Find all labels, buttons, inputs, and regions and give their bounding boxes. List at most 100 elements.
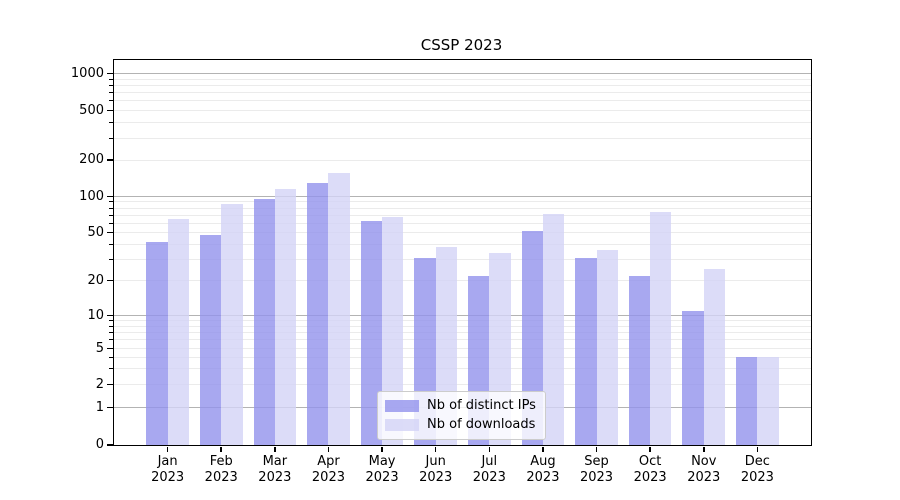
minor-gridline	[114, 258, 811, 260]
minor-gridline	[114, 320, 811, 322]
y-minor-tick-mark	[108, 100, 113, 102]
minor-gridline	[114, 384, 811, 385]
y-tick-mark	[106, 109, 113, 112]
x-tick-mark	[702, 446, 705, 452]
bar-distinct-ips-jan	[146, 241, 168, 445]
bar-distinct-ips-sep	[575, 257, 597, 445]
y-tick-mark	[106, 444, 113, 446]
bar-distinct-ips-mar	[253, 198, 275, 445]
y-minor-tick-mark	[108, 258, 113, 260]
bar-distinct-ips-may	[360, 220, 383, 445]
y-minor-tick-mark	[108, 122, 113, 124]
y-tick-label: 50	[87, 224, 104, 240]
y-tick-label: 10	[87, 307, 104, 323]
major-gridline	[114, 73, 811, 74]
minor-gridline	[114, 348, 811, 349]
minor-gridline	[114, 207, 811, 209]
y-tick-mark	[106, 406, 113, 409]
x-tick-mark	[542, 446, 544, 452]
x-tick-label: Oct 2023	[633, 454, 667, 485]
minor-gridline	[114, 201, 811, 203]
x-tick-mark	[756, 446, 759, 452]
y-minor-tick-mark	[108, 78, 113, 80]
y-tick-label: 2	[95, 376, 104, 392]
x-tick-mark	[434, 446, 437, 452]
legend-label-downloads: Nb of downloads	[427, 417, 536, 432]
bar-downloads-oct	[650, 212, 672, 445]
minor-gridline	[114, 122, 811, 124]
bar-layer	[114, 60, 811, 445]
x-tick-mark	[488, 446, 491, 452]
y-minor-tick-mark	[108, 92, 113, 94]
bar-downloads-apr	[328, 173, 350, 445]
bar-downloads-dec	[757, 357, 779, 445]
legend-swatch-distinct-ips	[385, 400, 419, 412]
x-tick-mark	[649, 446, 651, 452]
legend-swatch-downloads	[385, 419, 419, 431]
major-gridline	[114, 196, 811, 197]
minor-gridline	[114, 325, 811, 327]
minor-gridline	[114, 356, 811, 358]
y-tick-mark	[106, 159, 113, 161]
minor-gridline	[114, 100, 811, 102]
y-minor-tick-mark	[108, 368, 113, 370]
legend: Nb of distinct IPs Nb of downloads	[377, 391, 546, 440]
y-minor-tick-mark	[108, 331, 113, 333]
x-tick-mark	[381, 446, 383, 452]
x-tick-label: Apr 2023	[311, 454, 345, 485]
bar-downloads-feb	[221, 204, 243, 445]
y-tick-mark	[106, 72, 113, 75]
bar-downloads-aug	[542, 213, 565, 445]
y-tick-label: 200	[79, 152, 104, 167]
y-tick-label: 100	[79, 188, 104, 204]
minor-gridline	[114, 222, 811, 224]
minor-gridline	[114, 232, 811, 233]
legend-item-downloads: Nb of downloads	[385, 418, 536, 432]
x-tick-label: Sep 2023	[579, 454, 614, 485]
x-tick-label: Jan 2023	[151, 454, 185, 485]
y-tick-label: 0	[95, 437, 104, 452]
y-minor-tick-mark	[108, 137, 113, 139]
x-tick-label: Aug 2023	[526, 454, 560, 485]
x-tick-label: Dec 2023	[740, 454, 774, 485]
y-tick-mark	[106, 314, 113, 317]
bar-downloads-mar	[274, 189, 297, 445]
y-tick-label: 500	[79, 102, 104, 118]
x-tick-label: Jul 2023	[472, 454, 506, 485]
y-minor-tick-mark	[108, 339, 113, 341]
y-tick-label: 5	[95, 340, 104, 356]
minor-gridline	[114, 331, 811, 333]
tick-layer: 0 1 2 5 10 20 50 100 200 500 1000 Jan 2023 Feb 2023 M…	[71, 60, 811, 485]
y-minor-tick-mark	[108, 84, 113, 86]
bar-distinct-ips-apr	[307, 182, 329, 445]
bar-downloads-jan	[167, 218, 189, 445]
y-minor-tick-mark	[108, 325, 113, 327]
x-tick-mark	[327, 446, 330, 452]
chart-title: CSSP 2023	[420, 36, 503, 54]
minor-gridline	[114, 214, 811, 216]
bar-distinct-ips-feb	[199, 234, 222, 445]
bar-distinct-ips-nov	[682, 310, 704, 445]
y-tick-mark	[106, 195, 113, 198]
minor-gridline	[114, 78, 811, 80]
legend-label-distinct-ips: Nb of distinct IPs	[427, 398, 536, 413]
x-tick-label: May 2023	[365, 454, 399, 485]
y-tick-label: 1000	[70, 65, 104, 81]
legend-item-distinct-ips: Nb of distinct IPs	[385, 399, 536, 413]
y-tick-mark	[106, 383, 113, 386]
x-tick-label: Mar 2023	[258, 454, 292, 485]
y-minor-tick-mark	[108, 214, 113, 216]
minor-gridline	[114, 92, 811, 94]
y-tick-mark	[106, 231, 113, 234]
minor-gridline	[114, 280, 811, 281]
x-tick-mark	[595, 446, 598, 452]
major-gridline	[114, 315, 811, 316]
minor-gridline	[114, 243, 811, 245]
y-minor-tick-mark	[108, 201, 113, 203]
bar-distinct-ips-dec	[736, 357, 758, 445]
x-tick-mark	[274, 446, 276, 452]
y-minor-tick-mark	[108, 356, 113, 358]
y-minor-tick-mark	[108, 222, 113, 224]
y-minor-tick-mark	[108, 320, 113, 322]
